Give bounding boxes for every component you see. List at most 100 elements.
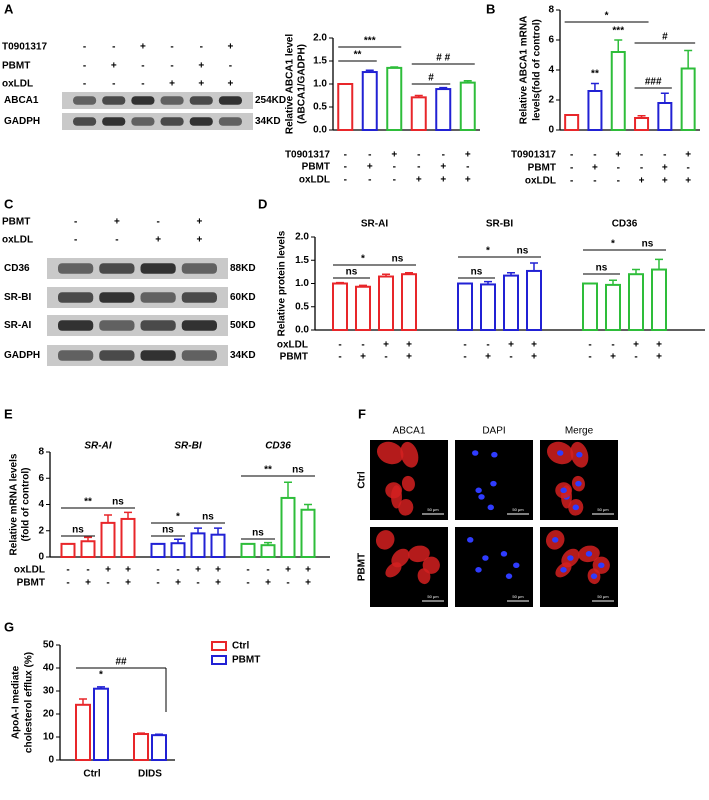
condition-sign: + [227, 79, 233, 90]
bar [150, 542, 166, 558]
bar [151, 734, 167, 761]
significance-label: *** [364, 36, 376, 47]
condition-sign: + [198, 61, 204, 72]
nucleus [475, 487, 482, 494]
significance-label: ns [517, 246, 529, 257]
condition-sign: + [416, 175, 422, 186]
condition-sign: - [593, 150, 596, 161]
nucleus [567, 555, 574, 561]
y-tick-label: 1.0 [295, 278, 309, 289]
image-row-label: Ctrl [357, 471, 368, 488]
condition-label: PBMT [2, 61, 30, 72]
condition-label: T0901317 [2, 42, 47, 53]
bar [378, 275, 394, 331]
error-bar [414, 94, 423, 98]
condition-sign: - [338, 340, 341, 351]
significance-label: ns [392, 254, 404, 265]
significance-label: ns [112, 497, 124, 508]
blot-band [218, 117, 242, 126]
nucleus [491, 451, 498, 458]
cell [398, 499, 414, 516]
bar [526, 269, 542, 332]
y-axis-label: (ABCA1/GADPH) [297, 44, 308, 124]
condition-sign: + [85, 578, 91, 589]
condition-sign: - [384, 352, 387, 363]
legend-label: Ctrl [232, 641, 249, 652]
condition-sign: + [198, 79, 204, 90]
blot-band [218, 96, 242, 105]
bar [190, 532, 206, 558]
blot-band [140, 320, 176, 331]
condition-sign: - [663, 150, 666, 161]
condition-sign: + [367, 162, 373, 173]
bar [651, 268, 667, 331]
error-bar [614, 39, 623, 52]
bar [93, 687, 109, 762]
significance-label: ns [346, 267, 358, 278]
y-tick-label: 0.0 [295, 325, 309, 336]
condition-label: oxLDL [2, 79, 33, 90]
condition-sign: + [508, 340, 514, 351]
band-size: 50KD [230, 320, 256, 331]
panel-label: A [4, 1, 14, 16]
blot-band [102, 117, 126, 126]
error-bar [637, 115, 646, 118]
condition-sign: + [155, 235, 161, 246]
condition-sign: + [531, 352, 537, 363]
error-bar [84, 536, 92, 542]
condition-label: PBMT [2, 217, 30, 228]
nucleus [552, 537, 559, 543]
condition-sign: - [156, 565, 159, 576]
blot-band [99, 263, 135, 274]
bar [680, 67, 696, 131]
condition-sign: - [640, 150, 643, 161]
condition-sign: + [215, 565, 221, 576]
y-axis-label: Relative ABCA1 level [285, 34, 296, 134]
condition-label: oxLDL [525, 176, 556, 187]
scale-bar-label: 50 μm [512, 507, 524, 512]
band-label: GADPH [4, 116, 40, 127]
cell [417, 568, 431, 585]
condition-sign: - [640, 163, 643, 174]
blot-band [58, 320, 94, 331]
condition-sign: - [74, 235, 77, 246]
bar [410, 96, 427, 131]
bar [401, 273, 417, 332]
condition-sign: + [465, 175, 471, 186]
condition-sign: - [66, 578, 69, 589]
bar [120, 517, 136, 558]
condition-sign: - [417, 162, 420, 173]
condition-sign: - [266, 565, 269, 576]
error-bar [264, 541, 272, 546]
bar [610, 51, 626, 131]
condition-sign: + [656, 340, 662, 351]
y-tick-label: 10 [43, 732, 55, 743]
condition-sign: - [176, 565, 179, 576]
image-column-label: DAPI [482, 426, 505, 437]
error-bar [284, 481, 292, 498]
error-bar [214, 527, 222, 535]
significance-label: ns [642, 239, 654, 250]
nucleus [472, 450, 479, 456]
condition-sign: + [111, 61, 117, 72]
y-tick-label: 2.0 [295, 232, 309, 243]
y-tick-label: 0 [48, 755, 54, 766]
significance-label: ns [252, 528, 264, 539]
nucleus [557, 450, 564, 456]
error-bar [137, 732, 145, 735]
nucleus [585, 551, 593, 557]
condition-sign: + [169, 79, 175, 90]
y-tick-label: 40 [43, 663, 55, 674]
condition-sign: + [440, 162, 446, 173]
blot-band [131, 96, 155, 105]
condition-sign: - [156, 217, 159, 228]
nucleus [482, 555, 489, 561]
nucleus [490, 480, 497, 487]
error-bar [174, 538, 182, 544]
significance-label: ns [72, 525, 84, 536]
nucleus [572, 504, 579, 511]
band-label: CD36 [4, 263, 30, 274]
condition-sign: + [196, 217, 202, 228]
x-tick-label: DIDS [138, 769, 162, 780]
condition-sign: - [393, 162, 396, 173]
